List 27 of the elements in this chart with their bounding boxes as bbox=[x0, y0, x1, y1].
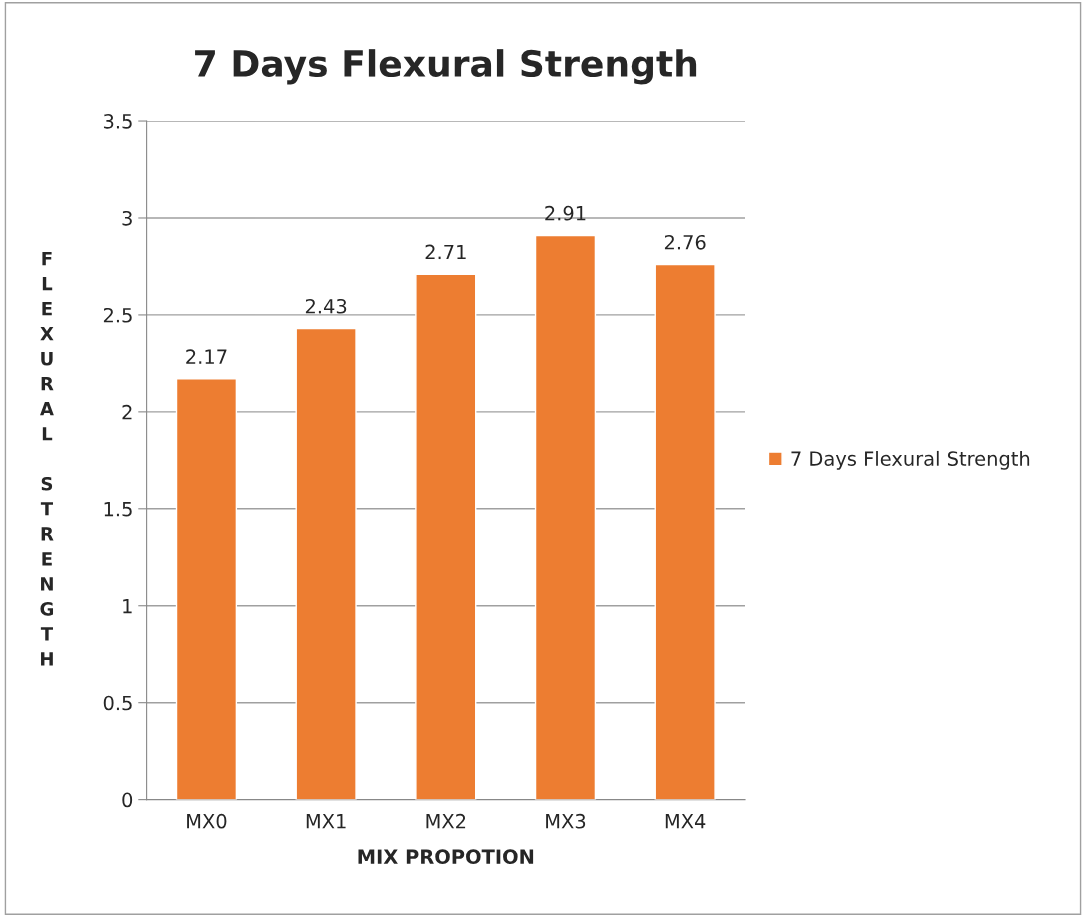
bar bbox=[534, 234, 597, 800]
y-tick-label: 0 bbox=[122, 792, 133, 808]
bar bbox=[654, 263, 716, 800]
legend-label: 7 Days Flexural Strength bbox=[791, 450, 1030, 470]
x-tick-label: MX4 bbox=[665, 814, 706, 829]
y-tick-label: 3.5 bbox=[103, 114, 132, 129]
x-tick-label: MX0 bbox=[187, 813, 227, 829]
y-tick-label: 2 bbox=[122, 404, 132, 420]
data-label: 2.43 bbox=[305, 298, 347, 314]
chart-title: 7 Days Flexural Strength bbox=[195, 49, 697, 85]
data-label: 2.71 bbox=[425, 244, 466, 260]
data-label: 2.76 bbox=[664, 234, 706, 250]
bar bbox=[415, 273, 477, 800]
data-label: 2.91 bbox=[545, 205, 586, 221]
y-tick-label: 3 bbox=[122, 210, 132, 226]
y-tick-label: 1 bbox=[123, 598, 132, 614]
x-tick-label: MX1 bbox=[306, 814, 346, 829]
x-tick-label: MX3 bbox=[546, 813, 586, 829]
data-label: 2.17 bbox=[186, 349, 227, 364]
text: FLEXURAL STRENGTH bbox=[40, 251, 54, 666]
bar bbox=[295, 327, 357, 800]
x-tick-label: MX2 bbox=[426, 813, 466, 829]
x-axis-title: MIX PROPOTION bbox=[358, 849, 534, 865]
bar bbox=[175, 378, 238, 800]
y-tick-label: 2.5 bbox=[103, 307, 132, 323]
y-tick-label: 1.5 bbox=[104, 502, 132, 517]
y-tick-label: 0.5 bbox=[103, 695, 132, 711]
